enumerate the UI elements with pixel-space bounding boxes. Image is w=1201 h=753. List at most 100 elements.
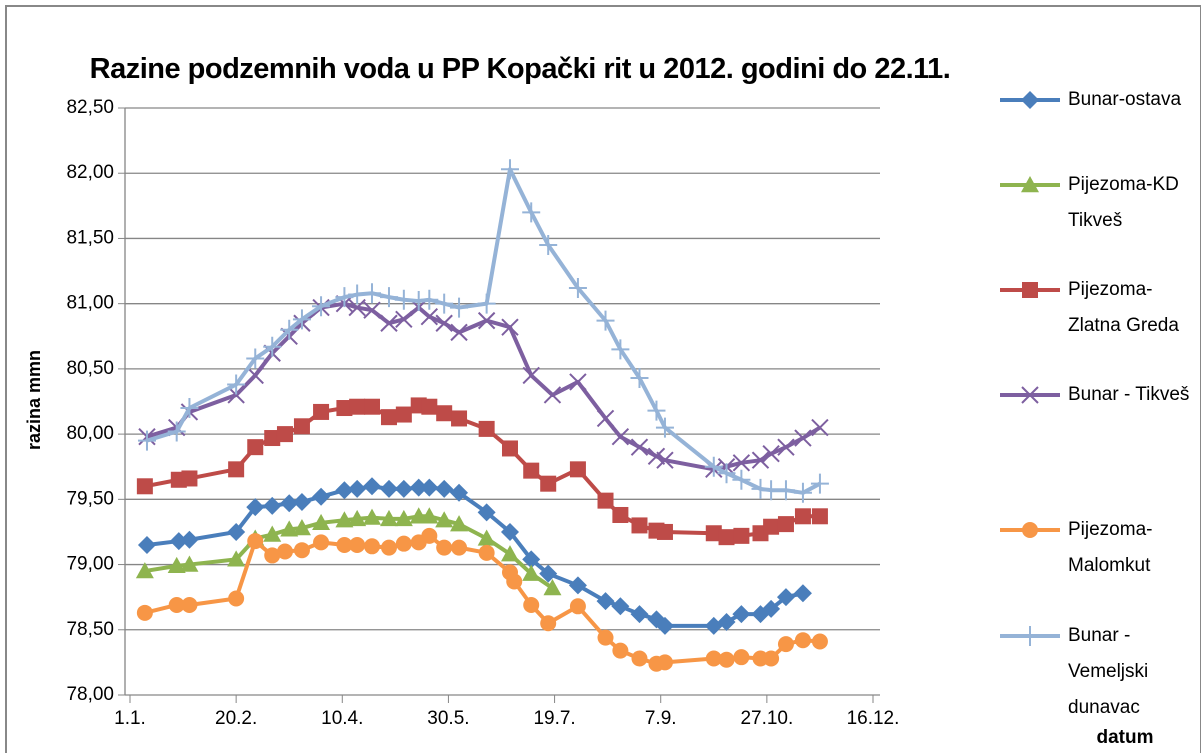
data-point: [656, 654, 673, 671]
data-point: [293, 542, 310, 559]
y-tick-label: 78,50: [66, 619, 114, 640]
data-point: [611, 428, 630, 446]
data-point: [137, 535, 156, 554]
data-point: [227, 522, 246, 541]
legend-label: Pijezoma-Zlatna Greda: [1068, 279, 1179, 336]
legend-marker: [1022, 282, 1038, 298]
data-point: [421, 527, 438, 544]
data-point: [280, 494, 299, 513]
data-point: [380, 539, 397, 556]
data-point: [811, 418, 829, 437]
data-point: [478, 420, 495, 437]
data-point: [793, 584, 812, 603]
legend-marker: [1021, 176, 1039, 193]
data-point: [363, 508, 382, 525]
data-point: [435, 479, 454, 498]
y-tick-label: 82,00: [66, 162, 114, 183]
data-point: [539, 234, 558, 255]
data-point: [522, 366, 540, 385]
data-point: [246, 348, 265, 369]
data-point: [312, 487, 331, 506]
data-point: [777, 438, 795, 456]
y-tick-label: 81,00: [66, 293, 114, 314]
x-tick-label: 10.4.: [321, 708, 363, 729]
x-tick-label: 1.1.: [114, 708, 146, 729]
data-point: [612, 642, 629, 659]
data-point: [420, 507, 439, 524]
data-point: [363, 283, 382, 304]
data-point: [227, 550, 246, 567]
data-point: [420, 289, 439, 310]
data-point: [292, 492, 311, 511]
y-tick-label: 78,00: [66, 684, 114, 705]
data-point: [379, 509, 398, 527]
data-point: [335, 481, 354, 500]
data-point: [181, 596, 198, 613]
data-point: [631, 517, 648, 534]
data-point: [292, 309, 311, 330]
x-tick-label: 20.2.: [215, 708, 257, 729]
data-point: [776, 588, 795, 607]
series-line: [146, 484, 804, 628]
data-point: [420, 308, 439, 326]
data-point: [478, 544, 495, 561]
data-point: [794, 632, 811, 649]
data-point: [704, 456, 723, 477]
data-point: [631, 650, 648, 667]
data-point: [348, 479, 367, 498]
data-point: [569, 598, 586, 615]
data-point: [293, 418, 310, 435]
data-point: [450, 297, 469, 318]
data-point: [597, 492, 614, 509]
data-point: [655, 616, 674, 635]
data-point: [167, 556, 186, 574]
data-point: [380, 409, 397, 426]
x-tick-label: 27.10.: [740, 708, 793, 729]
data-point: [364, 538, 381, 555]
data-point: [450, 323, 468, 342]
data-point: [776, 480, 795, 501]
data-point: [718, 529, 735, 546]
data-point: [718, 651, 735, 668]
data-point: [227, 374, 246, 395]
data-point: [522, 550, 541, 569]
data-point: [611, 339, 630, 360]
data-point: [751, 451, 770, 469]
x-tick-label: 19.7.: [533, 708, 575, 729]
y-tick-label: 82,50: [66, 97, 114, 118]
data-point: [394, 509, 413, 527]
data-point: [135, 562, 154, 579]
x-tick-label: 7.9.: [645, 708, 677, 729]
data-point: [751, 478, 770, 499]
data-point: [181, 470, 198, 487]
data-point: [705, 650, 722, 667]
data-point: [246, 366, 264, 385]
data-point: [733, 649, 750, 666]
data-point: [568, 278, 587, 299]
data-point: [312, 513, 331, 531]
data-point: [794, 508, 811, 525]
data-point: [477, 293, 496, 314]
data-point: [597, 629, 614, 646]
data-point: [506, 573, 523, 590]
data-point: [647, 447, 666, 465]
data-point: [777, 636, 794, 653]
data-point: [569, 461, 586, 478]
data-point: [394, 479, 413, 498]
data-point: [543, 579, 562, 596]
data-point: [717, 612, 736, 631]
data-point: [450, 515, 469, 532]
data-point: [596, 592, 615, 611]
data-point: [169, 532, 188, 551]
data-point: [246, 498, 265, 517]
data-point: [569, 373, 587, 391]
data-point: [292, 519, 311, 536]
data-point: [420, 478, 439, 497]
data-point: [395, 406, 412, 423]
data-point: [500, 545, 519, 562]
data-point: [732, 605, 751, 624]
data-point: [264, 430, 281, 447]
data-point: [477, 311, 496, 330]
data-point: [477, 529, 496, 546]
